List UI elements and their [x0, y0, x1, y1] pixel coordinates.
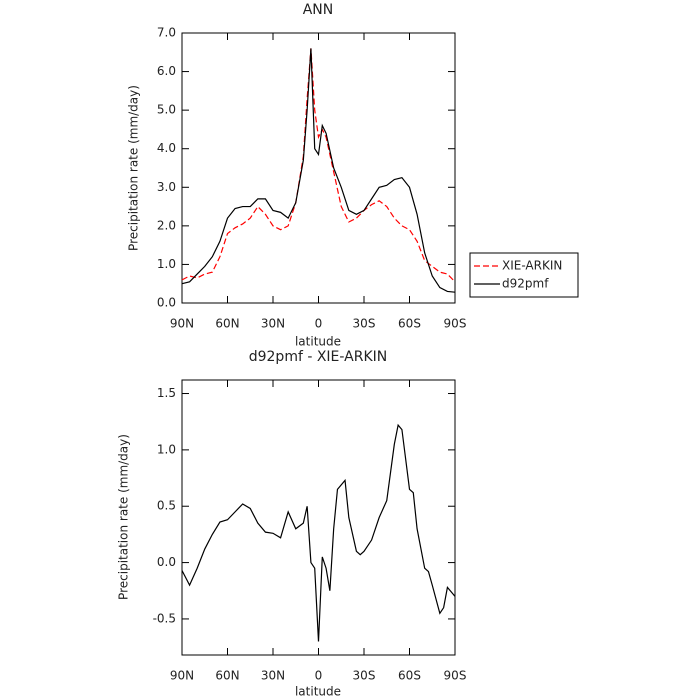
- x-tick-label: 90N: [170, 317, 194, 331]
- y-axis-label: Precipitation rate (mm/day): [127, 85, 141, 251]
- chart-title: ANN: [303, 2, 334, 18]
- y-tick-label: 4.0: [157, 141, 176, 155]
- y-tick-label: 0.0: [157, 555, 176, 569]
- series-line: [181, 48, 456, 293]
- x-tick-label: 60N: [215, 669, 239, 683]
- y-tick-label: 0.0: [157, 296, 176, 310]
- y-tick-label: 1.0: [157, 442, 176, 456]
- plot-frame: [181, 32, 456, 304]
- x-axis-label: latitude: [295, 335, 341, 349]
- x-tick-label: 30N: [261, 669, 285, 683]
- series-line: [181, 423, 456, 642]
- x-axis-label: latitude: [295, 685, 341, 699]
- x-tick-label: 90S: [444, 317, 467, 331]
- legend-label: XIE-ARKIN: [502, 259, 562, 273]
- legend-label: d92pmf: [502, 277, 549, 291]
- series-line: [181, 48, 456, 283]
- y-tick-label: 7.0: [157, 26, 176, 40]
- x-tick-label: 0: [315, 669, 323, 683]
- chart-title: d92pmf - XIE-ARKIN: [249, 349, 388, 365]
- x-tick-label: 90S: [444, 669, 467, 683]
- y-axis-label: Precipitation rate (mm/day): [117, 434, 131, 600]
- x-tick-label: 90N: [170, 669, 194, 683]
- y-tick-label: 6.0: [157, 64, 176, 78]
- x-tick-label: 60S: [398, 317, 421, 331]
- plot-frame: [181, 379, 456, 656]
- legend-box: [469, 252, 579, 298]
- y-tick-label: 3.0: [157, 180, 176, 194]
- y-tick-label: 5.0: [157, 103, 176, 117]
- x-tick-label: 0: [315, 317, 323, 331]
- y-tick-label: 2.0: [157, 218, 176, 232]
- y-tick-label: -0.5: [153, 611, 176, 625]
- y-tick-label: 1.0: [157, 257, 176, 271]
- x-tick-label: 30S: [353, 317, 376, 331]
- y-tick-label: 1.5: [157, 386, 176, 400]
- x-tick-label: 30S: [353, 669, 376, 683]
- y-tick-label: 0.5: [157, 499, 176, 513]
- x-tick-label: 60S: [398, 669, 421, 683]
- x-tick-label: 60N: [215, 317, 239, 331]
- x-tick-label: 30N: [261, 317, 285, 331]
